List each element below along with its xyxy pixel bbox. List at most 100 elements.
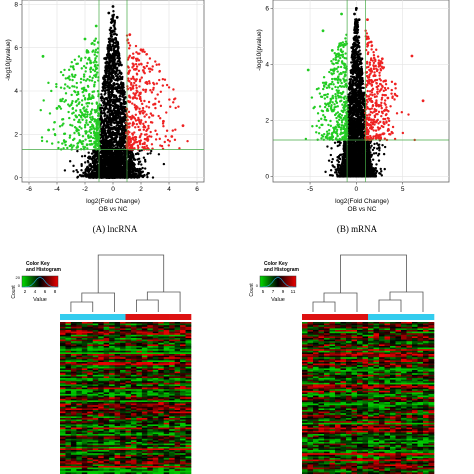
scatter-point [52,128,55,131]
scatter-point [93,118,97,121]
scatter-point [82,64,86,68]
scatter-point [120,72,123,76]
x-tick-label: 6 [195,186,199,193]
scatter-point [108,66,111,70]
scatter-point [134,119,138,122]
scatter-point [135,123,139,126]
scatter-point [107,50,110,53]
scatter-point [76,175,80,178]
scatter-point [85,62,89,65]
scatter-point [96,144,100,148]
scatter-point [134,126,137,129]
scatter-point [110,34,113,38]
scatter-point [121,95,124,98]
scatter-point [162,125,165,128]
scatter-point [84,116,87,119]
scatter-point [101,127,104,130]
scatter-point [86,113,89,116]
scatter-point [159,90,163,93]
scatter-point [137,157,141,160]
scatter-point [68,116,71,120]
scatter-point [104,102,108,106]
scatter-point [119,112,123,115]
scatter-point [80,169,83,172]
scatter-point [104,91,107,95]
scatter-point [102,77,105,80]
scatter-point [114,27,117,31]
scatter-point [117,77,120,80]
scatter-point [141,88,145,91]
scatter-point [131,121,135,124]
scatter-point [121,129,124,132]
data-point [139,48,143,52]
scatter-point [137,160,141,164]
scatter-point [101,175,105,178]
scatter-point [80,99,84,102]
scatter-point [117,62,120,66]
scatter-point [121,132,124,135]
scatter-point [108,109,112,113]
scatter-point [91,94,94,97]
scatter-point [93,53,96,56]
scatter-point [94,48,98,52]
scatter-point [116,73,120,76]
scatter-point [119,116,123,119]
y-tick-label: 4 [14,88,18,95]
scatter-point [143,99,146,103]
scatter-point [99,159,103,163]
scatter-point [89,175,93,178]
scatter-point [93,142,96,145]
scatter-point [117,47,120,50]
scatter-point [143,133,147,136]
scatter-point [81,142,84,146]
scatter-point [126,175,129,179]
scatter-point [80,164,83,168]
scatter-point [88,155,92,159]
scatter-point [131,57,135,60]
scatter-point [131,87,134,90]
scatter-point [148,82,151,85]
scatter-point [142,122,145,126]
scatter-point [134,136,138,139]
scatter-point [104,89,107,92]
scatter-point [106,162,110,165]
scatter-point [150,135,153,138]
scatter-point [58,105,61,109]
scatter-point [113,66,117,70]
scatter-point [101,162,104,165]
scatter-point [174,128,177,131]
scatter-point [95,101,98,104]
scatter-point [91,136,95,140]
scatter-point [79,59,83,62]
data-point [99,106,102,110]
scatter-point [85,50,89,54]
scatter-point [93,162,97,166]
scatter-point [157,63,161,66]
scatter-point [119,128,122,131]
x-tick-label: -2 [82,186,88,193]
scatter-point [103,118,107,121]
scatter-point [73,137,76,140]
scatter-point [132,170,135,173]
scatter-point [84,123,87,127]
scatter-point [84,56,87,59]
scatter-point [102,104,105,107]
data-point [170,135,174,138]
scatter-point [111,85,115,88]
scatter-point [91,50,94,53]
scatter-point [122,105,125,109]
data-point [103,57,106,60]
scatter-point [121,151,124,155]
data-point [124,109,127,112]
scatter-point [124,151,127,154]
scatter-point [83,96,87,100]
scatter-point [100,93,103,96]
scatter-point [126,171,129,175]
scatter-point [71,124,74,127]
scatter-point [63,169,67,172]
scatter-point [105,145,108,148]
x-axis-sublabel: OB vs NC [99,206,128,213]
scatter-point [131,155,134,158]
